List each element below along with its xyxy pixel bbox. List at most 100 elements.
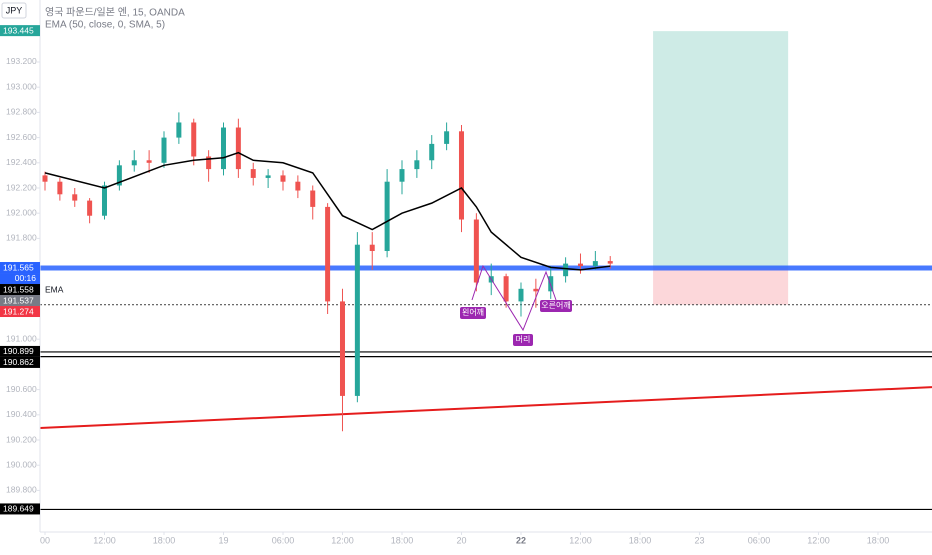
- candle-body: [220, 127, 226, 170]
- y-tick-label: 189.800: [6, 485, 37, 495]
- price-label: 190.899: [3, 346, 34, 356]
- candle-body: [369, 244, 375, 252]
- x-tick-label: 19: [218, 535, 228, 545]
- candle-body: [265, 175, 271, 178]
- price-label: 190.862: [3, 357, 34, 367]
- y-tick-label: 190.000: [6, 459, 37, 469]
- x-tick-label: 12:00: [331, 535, 354, 545]
- price-label: 191.558: [3, 284, 34, 294]
- price-label: 191.565: [3, 262, 34, 272]
- price-label-box: [0, 284, 40, 296]
- candle-body: [503, 276, 509, 302]
- price-label-box: [0, 295, 40, 307]
- candle-body: [295, 181, 301, 191]
- annotation: 머리: [516, 335, 531, 344]
- candle-body: [235, 127, 241, 170]
- price-label-box: [0, 503, 40, 515]
- x-tick-label: 18:00: [629, 535, 652, 545]
- stop-zone: [653, 268, 789, 305]
- plot-area: [39, 31, 932, 511]
- price-label: 189.649: [3, 504, 34, 514]
- price-label: 193.445: [3, 25, 34, 35]
- candle-body: [354, 244, 360, 396]
- candle-body: [131, 160, 137, 166]
- candle-body: [161, 137, 167, 163]
- x-tick-label: 23: [694, 535, 704, 545]
- annotation-box: [513, 334, 533, 346]
- x-tick-label: 12:00: [569, 535, 592, 545]
- candle-body: [325, 206, 331, 302]
- target-zone: [653, 31, 789, 269]
- candle-body: [101, 185, 107, 216]
- y-tick-label: 193.000: [6, 81, 37, 91]
- candle-body: [563, 263, 569, 277]
- x-tick-label: 18:00: [153, 535, 176, 545]
- trendline: [39, 386, 932, 430]
- candle-body: [206, 156, 212, 170]
- price-label: 191.274: [3, 306, 34, 316]
- y-tick-label: 192.200: [6, 182, 37, 192]
- candle-body: [116, 165, 122, 186]
- candle-body: [72, 194, 78, 201]
- candle-body: [592, 261, 598, 267]
- y-tick-label: 190.200: [6, 434, 37, 444]
- candle-body: [548, 276, 554, 292]
- x-tick-label: 06:00: [748, 535, 771, 545]
- candle-body: [384, 181, 390, 252]
- price-label: 191.537: [3, 295, 34, 305]
- x-tick-label: 06:00: [272, 535, 295, 545]
- y-tick-label: 190.400: [6, 409, 37, 419]
- candle-body: [429, 143, 435, 161]
- y-tick-label: 193.200: [6, 56, 37, 66]
- symbol-box[interactable]: [1, 2, 27, 19]
- candle-body: [146, 160, 152, 163]
- candle-body: [414, 160, 420, 170]
- candle-body: [533, 288, 539, 292]
- ema-line: [44, 151, 611, 271]
- indicator-label: EMA (50, close, 0, SMA, 5): [45, 20, 165, 31]
- candle-body: [399, 169, 405, 182]
- y-tick-label: 190.600: [6, 384, 37, 394]
- x-tick-label: 12:00: [807, 535, 830, 545]
- price-label-box: [0, 306, 40, 318]
- x-tick-label: 20: [456, 535, 466, 545]
- candle-body: [42, 175, 48, 182]
- candle-body: [458, 131, 464, 220]
- symbol: JPY: [6, 5, 23, 15]
- chart-title: 영국 파운드/일본 엔, 15, OANDA: [45, 7, 185, 19]
- annotation-box: [540, 300, 572, 312]
- pattern-line: [471, 264, 557, 332]
- candle-body: [176, 122, 182, 138]
- candle-body: [518, 288, 524, 302]
- annotation-box: [460, 307, 486, 319]
- price-label-tag: EMA: [45, 284, 64, 294]
- x-tick-label: 12:00: [93, 535, 116, 545]
- candle-body: [577, 263, 583, 267]
- candle-body: [250, 169, 256, 178]
- y-tick-label: 192.400: [6, 157, 37, 167]
- price-label-box: [0, 356, 40, 368]
- candle-body: [444, 131, 450, 144]
- x-tick-label: 18:00: [391, 535, 414, 545]
- x-tick-label: 22: [516, 535, 526, 545]
- y-tick-label: 192.600: [6, 132, 37, 142]
- price-label-timer: 00:16: [15, 273, 37, 283]
- y-tick-label: 191.000: [6, 333, 37, 343]
- x-tick-label: 18:00: [867, 535, 890, 545]
- candle-body: [280, 175, 286, 182]
- candle-body: [473, 219, 479, 283]
- y-tick-label: 192.800: [6, 107, 37, 117]
- y-tick-label: 191.800: [6, 233, 37, 243]
- candle-body: [310, 190, 316, 207]
- annotation: 오른어깨: [541, 300, 570, 310]
- price-label-box: [0, 262, 40, 274]
- y-tick-label: 192.000: [6, 207, 37, 217]
- candle-body: [87, 200, 93, 216]
- price-label-box: [0, 25, 40, 37]
- price-label-timer-box: [0, 273, 40, 285]
- candle-body: [607, 261, 613, 264]
- candle-body: [57, 181, 63, 195]
- annotation: 왼어깨: [462, 307, 484, 317]
